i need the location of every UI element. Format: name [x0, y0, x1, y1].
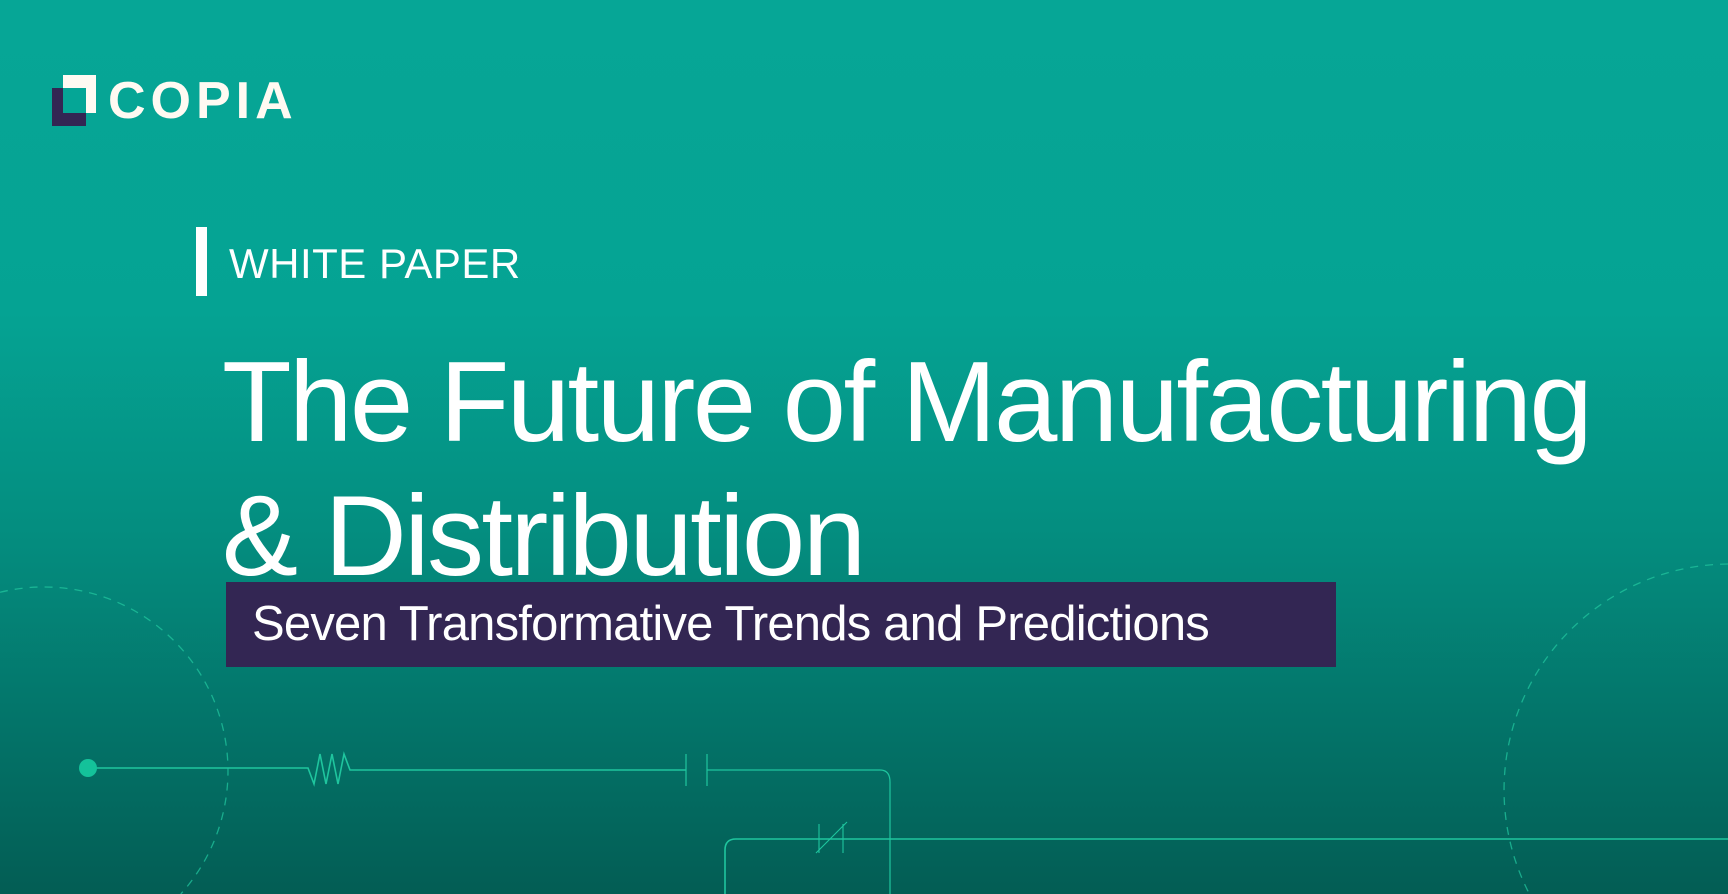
eyebrow-label: WHITE PAPER: [229, 240, 521, 287]
logo-mark-light-edge: [86, 75, 96, 113]
capacitor-icon: [685, 754, 708, 786]
subtitle-banner: [226, 582, 1336, 667]
logo-mark-cutout: [63, 88, 86, 113]
page-title: The Future of Manufacturing & Distributi…: [222, 336, 1593, 604]
circuit-line-bottom: [724, 838, 1728, 894]
dashed-circle-left: [0, 586, 229, 894]
brand-logo: COPIA: [108, 72, 298, 130]
title-line-1: The Future of Manufacturing: [222, 339, 1593, 466]
subtitle: Seven Transformative Trends and Predicti…: [252, 597, 1210, 651]
circuit-line-top: [88, 751, 686, 787]
circuit-node-icon: [79, 759, 97, 777]
switch-icon: [815, 821, 848, 854]
dashed-circle-right: [1503, 563, 1728, 894]
circuit-line-top-right: [707, 769, 891, 894]
eyebrow-bar: [196, 227, 207, 296]
title-line-2: & Distribution: [222, 473, 866, 600]
